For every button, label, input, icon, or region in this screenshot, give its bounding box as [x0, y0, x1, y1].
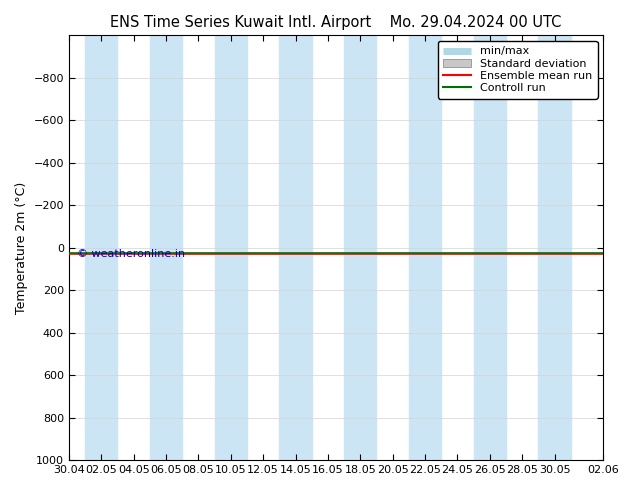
Legend: min/max, Standard deviation, Ensemble mean run, Controll run: min/max, Standard deviation, Ensemble me… [437, 41, 598, 98]
Bar [215, 35, 247, 460]
Bar [474, 35, 506, 460]
Y-axis label: Temperature 2m (°C): Temperature 2m (°C) [15, 182, 28, 314]
Bar [538, 35, 571, 460]
Text: © weatheronline.in: © weatheronline.in [77, 249, 185, 259]
Bar [409, 35, 441, 460]
Bar [150, 35, 182, 460]
Bar [344, 35, 377, 460]
Bar [85, 35, 117, 460]
Bar [280, 35, 312, 460]
Title: ENS Time Series Kuwait Intl. Airport    Mo. 29.04.2024 00 UTC: ENS Time Series Kuwait Intl. Airport Mo.… [110, 15, 562, 30]
